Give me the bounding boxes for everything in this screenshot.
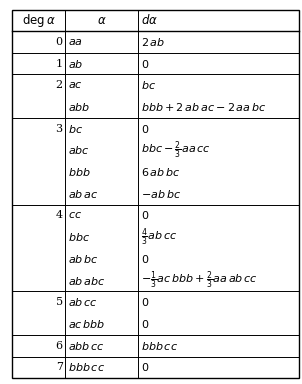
Text: 4: 4 [56, 210, 63, 220]
Text: $ab$: $ab$ [68, 58, 83, 70]
Text: 5: 5 [56, 297, 63, 307]
Text: $0$: $0$ [141, 58, 149, 70]
Text: $\mathrm{deg}\,\alpha$: $\mathrm{deg}\,\alpha$ [22, 12, 56, 29]
Text: $bbc$: $bbc$ [68, 231, 90, 243]
Text: $6\,ab\,bc$: $6\,ab\,bc$ [141, 166, 180, 178]
Text: $ab\,cc$: $ab\,cc$ [68, 296, 97, 308]
Text: 6: 6 [56, 341, 63, 351]
Text: $2\,ab$: $2\,ab$ [141, 36, 165, 48]
Text: $0$: $0$ [141, 122, 149, 135]
Text: $-\frac{1}{3}ac\,bbb + \frac{2}{3}aa\,ab\,cc$: $-\frac{1}{3}ac\,bbb + \frac{2}{3}aa\,ab… [141, 270, 258, 291]
Text: $ab\,abc$: $ab\,abc$ [68, 275, 105, 286]
Text: 7: 7 [56, 362, 63, 372]
Text: $ab\,bc$: $ab\,bc$ [68, 253, 98, 265]
Text: $d\alpha$: $d\alpha$ [141, 13, 158, 27]
Text: $bbb$: $bbb$ [68, 166, 90, 178]
Text: $bc$: $bc$ [141, 79, 156, 91]
Text: $\alpha$: $\alpha$ [97, 14, 107, 27]
Text: $ac$: $ac$ [68, 80, 82, 90]
Text: $ab\,ac$: $ab\,ac$ [68, 188, 98, 200]
Text: $bbc - \frac{2}{3}aa\,cc$: $bbc - \frac{2}{3}aa\,cc$ [141, 140, 210, 161]
Text: 2: 2 [56, 80, 63, 90]
Text: $-ab\,bc$: $-ab\,bc$ [141, 188, 181, 200]
Text: $abb$: $abb$ [68, 101, 90, 113]
Text: $\frac{4}{3}ab\,cc$: $\frac{4}{3}ab\,cc$ [141, 227, 177, 248]
Text: 1: 1 [56, 58, 63, 68]
Text: $0$: $0$ [141, 253, 149, 265]
Text: $cc$: $cc$ [68, 210, 82, 220]
Text: $0$: $0$ [141, 318, 149, 330]
Text: $abb\,cc$: $abb\,cc$ [68, 340, 104, 352]
Text: $bbb + 2\,ab\,ac - 2\,aa\,bc$: $bbb + 2\,ab\,ac - 2\,aa\,bc$ [141, 101, 266, 113]
Text: $0$: $0$ [141, 296, 149, 308]
Text: $bbb\,cc$: $bbb\,cc$ [141, 340, 178, 352]
Text: 3: 3 [56, 124, 63, 134]
Text: $ac\,bbb$: $ac\,bbb$ [68, 318, 105, 330]
Text: $0$: $0$ [141, 361, 149, 373]
Text: $bc$: $bc$ [68, 122, 83, 135]
Text: $0$: $0$ [141, 209, 149, 222]
Text: $aa$: $aa$ [68, 37, 82, 47]
Text: $bbb\,cc$: $bbb\,cc$ [68, 361, 105, 373]
Text: 0: 0 [56, 37, 63, 47]
Text: $abc$: $abc$ [68, 144, 89, 156]
